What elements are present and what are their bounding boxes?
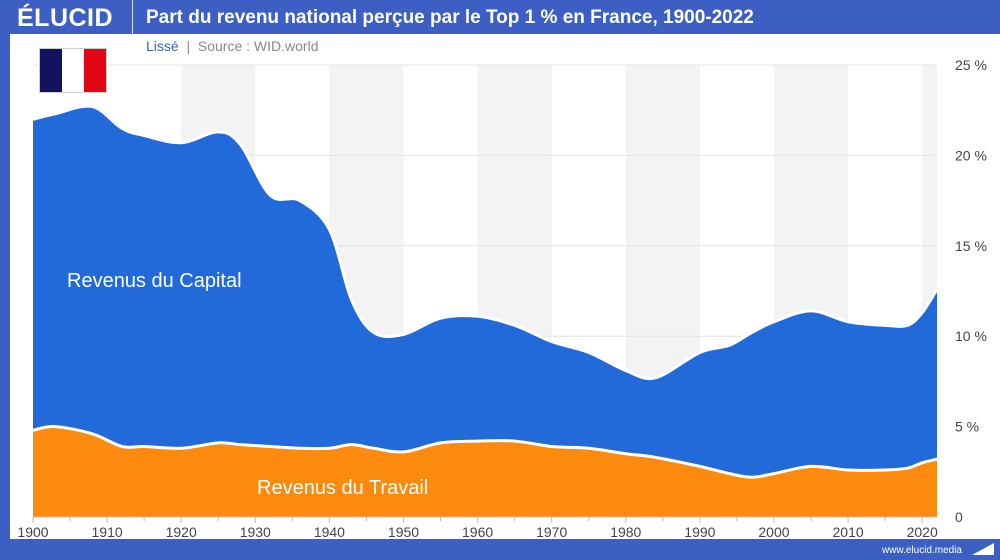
source-label: Source : WID.world [197, 38, 319, 54]
smoothing-label: Lissé [146, 38, 179, 54]
x-tick-label: 1910 [92, 524, 123, 540]
x-tick-label: 1990 [684, 524, 715, 540]
x-tick-label: 1940 [314, 524, 345, 540]
label-revenus-du-capital: Revenus du Capital [67, 270, 242, 292]
area-revenus-du-travail [33, 426, 937, 517]
line-travail [32, 425, 938, 479]
header-divider [132, 0, 133, 34]
y-tick-label: 15 % [955, 238, 987, 254]
x-tick-label: 1980 [610, 524, 641, 540]
x-tick-label: 1900 [17, 524, 48, 540]
x-tick-label: 2020 [907, 524, 938, 540]
label-revenus-du-travail: Revenus du Travail [257, 477, 428, 499]
x-tick-label: 2010 [833, 524, 864, 540]
y-tick-label: 5 % [955, 419, 979, 435]
y-tick-label: 20 % [955, 147, 987, 163]
x-tick-label: 1950 [388, 524, 419, 540]
elucid-logo: ÉLUCID [17, 4, 114, 32]
area-revenus-du-capital [33, 106, 937, 517]
footer-url[interactable]: www.elucid.media [881, 545, 962, 556]
y-tick-label: 10 % [955, 328, 987, 344]
y-tick-label: 25 % [955, 57, 987, 73]
y-tick-label: 0 [955, 509, 963, 525]
x-tick-label: 1930 [240, 524, 271, 540]
chart-subtitle: Lissé | Source : WID.world [146, 38, 318, 54]
x-tick-label: 2000 [758, 524, 789, 540]
subtitle-separator: | [186, 38, 191, 54]
x-tick-label: 1920 [166, 524, 197, 540]
line-total [32, 104, 939, 381]
x-tick-label: 1960 [462, 524, 493, 540]
france-flag-icon [39, 48, 107, 93]
header: ÉLUCID Part du revenu national perçue pa… [0, 0, 1000, 34]
chart-title: Part du revenu national perçue par le To… [146, 7, 754, 28]
corner-logo-icon [972, 543, 994, 555]
x-tick-label: 1970 [536, 524, 567, 540]
